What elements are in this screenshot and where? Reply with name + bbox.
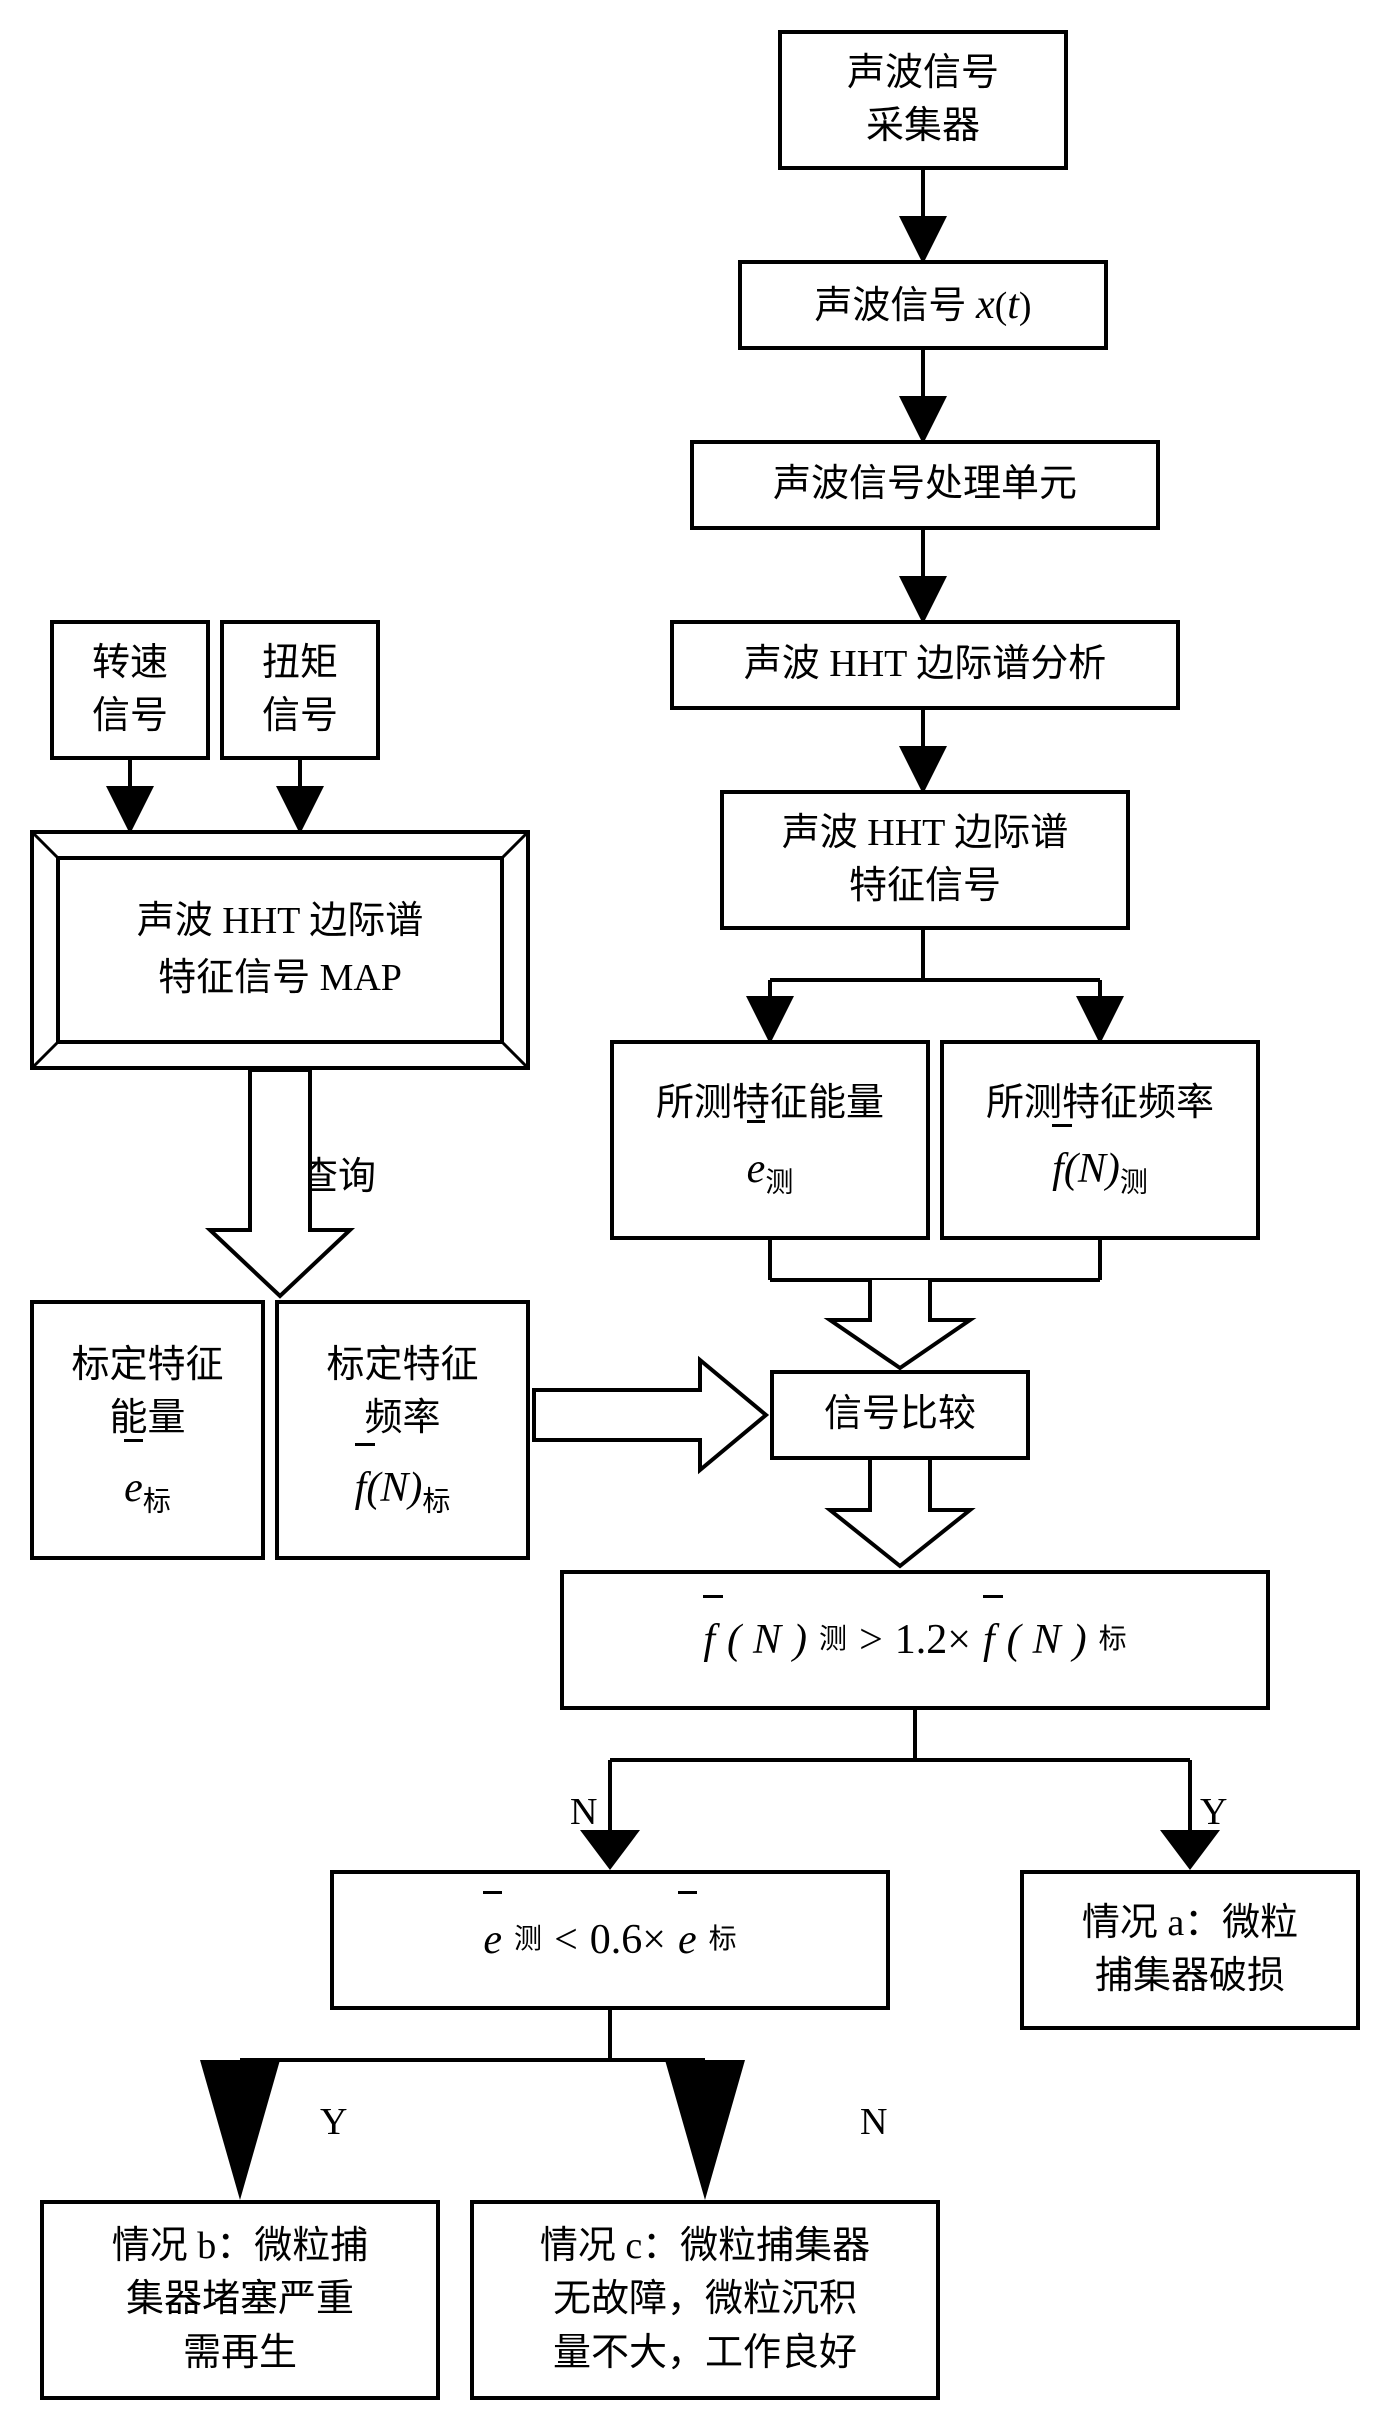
- text-line: 所测特征能量: [656, 1077, 884, 1130]
- node-torque-signal: 扭矩 信号: [220, 620, 380, 760]
- text-line: 声波 HHT 边际谱分析: [744, 638, 1106, 691]
- node-result-c: 情况 c：微粒捕集器 无故障，微粒沉积 量不大，工作良好: [470, 2200, 940, 2400]
- text-line: 捕集器破损: [1095, 1950, 1285, 2003]
- text-line: 声波 HHT 边际谱: [782, 807, 1068, 860]
- text-line: 标定特征: [71, 1339, 223, 1392]
- label-y2: Y: [320, 2100, 347, 2144]
- node-measured-freq: 所测特征频率 f (N)测: [940, 1040, 1260, 1240]
- text-line: 声波 HHT 边际谱: [137, 893, 423, 950]
- label-y1: Y: [1200, 1790, 1227, 1834]
- node-result-a: 情况 a：微粒 捕集器破损: [1020, 1870, 1360, 2030]
- text-line: 标定特征: [326, 1339, 478, 1392]
- node-speed-signal: 转速 信号: [50, 620, 210, 760]
- formula: e 测 < 0.6× e 标: [483, 1911, 736, 1970]
- text-line: 信号: [262, 690, 338, 743]
- node-compare: 信号比较: [770, 1370, 1030, 1460]
- node-condition-1: f (N)测 > 1.2× f (N)标: [560, 1570, 1270, 1710]
- text-line: 情况 c：微粒捕集器: [540, 2220, 870, 2273]
- node-condition-2: e 测 < 0.6× e 标: [330, 1870, 890, 2010]
- text-line: 信号比较: [824, 1388, 976, 1441]
- text-line: 信号: [92, 690, 168, 743]
- formula: e 标: [124, 1459, 171, 1522]
- node-result-b: 情况 b：微粒捕 集器堵塞严重 需再生: [40, 2200, 440, 2400]
- text-line: 声波信号: [847, 47, 999, 100]
- node-hht-feature: 声波 HHT 边际谱 特征信号: [720, 790, 1130, 930]
- text-line: 情况 b：微粒捕: [112, 2220, 369, 2273]
- node-measured-energy: 所测特征能量 e 测: [610, 1040, 930, 1240]
- text-line: 特征信号: [849, 860, 1001, 913]
- text-line: 集器堵塞严重: [126, 2273, 354, 2326]
- node-signal-collector: 声波信号 采集器: [778, 30, 1068, 170]
- node-map-inner: 声波 HHT 边际谱 特征信号 MAP: [58, 858, 502, 1042]
- text-line: 需再生: [183, 2327, 297, 2380]
- node-cal-energy: 标定特征 能量 e 标: [30, 1300, 265, 1560]
- text-line: 扭矩: [262, 637, 338, 690]
- formula: f (N)测 > 1.2× f (N)标: [703, 1611, 1126, 1670]
- node-signal-xt: 声波信号 x(t): [738, 260, 1108, 350]
- node-map-outer: 声波 HHT 边际谱 特征信号 MAP: [30, 830, 530, 1070]
- text-line: 特征信号 MAP: [158, 950, 402, 1007]
- node-hht-analysis: 声波 HHT 边际谱分析: [670, 620, 1180, 710]
- text-line: 能量: [109, 1392, 185, 1445]
- formula: e 测: [747, 1140, 794, 1203]
- node-processing-unit: 声波信号处理单元: [690, 440, 1160, 530]
- text-line: 无故障，微粒沉积: [553, 2273, 857, 2326]
- text-line: 所测特征频率: [986, 1077, 1214, 1130]
- text-line: 量不大，工作良好: [553, 2327, 857, 2380]
- formula: f (N)标: [355, 1459, 451, 1522]
- text-line: 情况 a：微粒: [1082, 1897, 1298, 1950]
- text-line: 声波信号处理单元: [773, 458, 1077, 511]
- label-n1: N: [570, 1790, 597, 1834]
- formula: f (N)测: [1052, 1140, 1148, 1203]
- text-line: 采集器: [866, 100, 980, 153]
- text-line: 声波信号 x(t): [814, 276, 1031, 335]
- node-cal-freq: 标定特征 频率 f (N)标: [275, 1300, 530, 1560]
- text-line: 转速: [92, 637, 168, 690]
- text-line: 频率: [364, 1392, 440, 1445]
- label-n2: N: [860, 2100, 887, 2144]
- label-query: 查询: [300, 1145, 376, 1200]
